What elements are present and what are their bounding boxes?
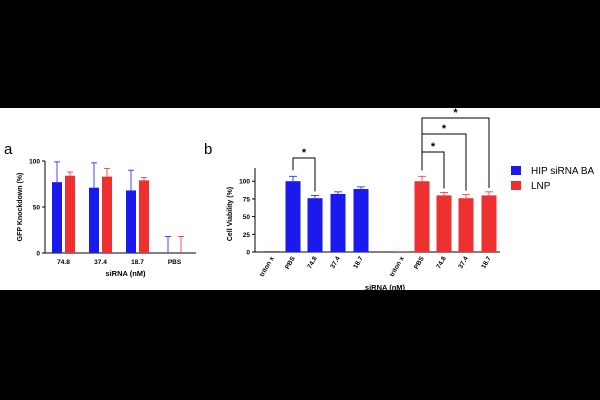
x-tick-label-a-0: 74.8: [57, 259, 70, 266]
panel-b-letter: b: [204, 141, 212, 158]
bar-b-7: [436, 195, 452, 252]
x-tick-label-b-4: 18.7: [352, 255, 365, 270]
x-axis-label-a: siRNA (nM): [105, 269, 146, 278]
x-tick-label-b-2: 74.8: [306, 255, 319, 270]
bar-a-1-1: [102, 176, 112, 253]
figure-svg: a b 0 50 100 74.8 37.4 18.7 PBS siRNA (nM) GFP K…: [4, 107, 594, 292]
y-tick-label-b-0: 0: [246, 250, 250, 257]
chart-b: 0 25 50 75 100 triton x PBS 74.8 37.4 18.7 triton …: [227, 107, 500, 292]
legend-swatch-hip: [511, 166, 521, 175]
legend-swatch-lnp: [511, 181, 521, 190]
y-tick-label-b-1: 25: [243, 232, 251, 239]
bar-b-9: [481, 195, 497, 252]
x-tick-label-b-9: 18.7: [480, 255, 493, 270]
bar-a-0-2: [126, 190, 136, 253]
x-tick-label-b-7: 74.8: [435, 255, 448, 270]
bar-a-1-2: [139, 180, 149, 253]
y-axis-label-b: Cell Viability (%): [227, 187, 234, 241]
significance-bracket-3: [421, 117, 490, 188]
bar-a-1-0: [65, 175, 75, 253]
significance-star-3: *: [453, 108, 458, 119]
x-tick-label-b-6: PBS: [413, 255, 426, 271]
bar-b-0: [264, 251, 280, 252]
x-tick-label-a-3: PBS: [168, 259, 182, 266]
y-axis-label-a: GFP Knockdown (%): [17, 173, 24, 242]
x-tick-label-b-8: 37.4: [457, 255, 470, 270]
legend-label-lnp: LNP: [531, 181, 551, 192]
x-tick-label-b-0: triton x: [259, 255, 276, 278]
x-tick-label-b-5: triton x: [389, 255, 406, 278]
x-tick-label-b-3: 37.4: [329, 255, 342, 270]
y-tick-label-a-0: 0: [36, 251, 40, 258]
y-tick-label-b-3: 75: [243, 196, 251, 203]
chart-a: 0 50 100 74.8 37.4 18.7 PBS siRNA (nM) GFP Knock…: [17, 159, 196, 278]
significance-bracket-0: [292, 157, 316, 192]
bar-b-2: [307, 198, 323, 252]
legend: HIP siRNA BA LNP: [511, 166, 594, 192]
bar-a-0-1: [89, 187, 99, 253]
bar-b-8: [458, 198, 474, 252]
significance-star-0: *: [302, 147, 307, 159]
x-tick-label-a-2: 18.7: [131, 259, 144, 266]
x-tick-label-b-1: PBS: [284, 255, 297, 271]
significance-star-2: *: [442, 123, 447, 135]
y-tick-label-b-4: 100: [239, 179, 250, 186]
bar-b-1: [285, 181, 301, 252]
y-tick-label-a-2: 100: [29, 159, 40, 166]
bar-b-6: [414, 181, 430, 252]
y-tick-label-b-2: 50: [243, 214, 251, 221]
bar-b-4: [353, 189, 369, 252]
bar-b-5: [394, 251, 410, 252]
significance-star-1: *: [431, 141, 436, 153]
bar-b-3: [330, 193, 346, 252]
x-tick-label-a-1: 37.4: [94, 259, 107, 266]
legend-label-hip: HIP siRNA BA: [531, 166, 594, 177]
y-tick-label-a-1: 50: [33, 205, 41, 212]
figure-panel: a b 0 50 100 74.8 37.4 18.7 PBS siRNA (nM) GFP K…: [0, 107, 600, 292]
x-axis-label-b: siRNA (nM): [365, 283, 406, 290]
bar-a-0-0: [52, 182, 62, 253]
panel-a-letter: a: [4, 141, 13, 158]
